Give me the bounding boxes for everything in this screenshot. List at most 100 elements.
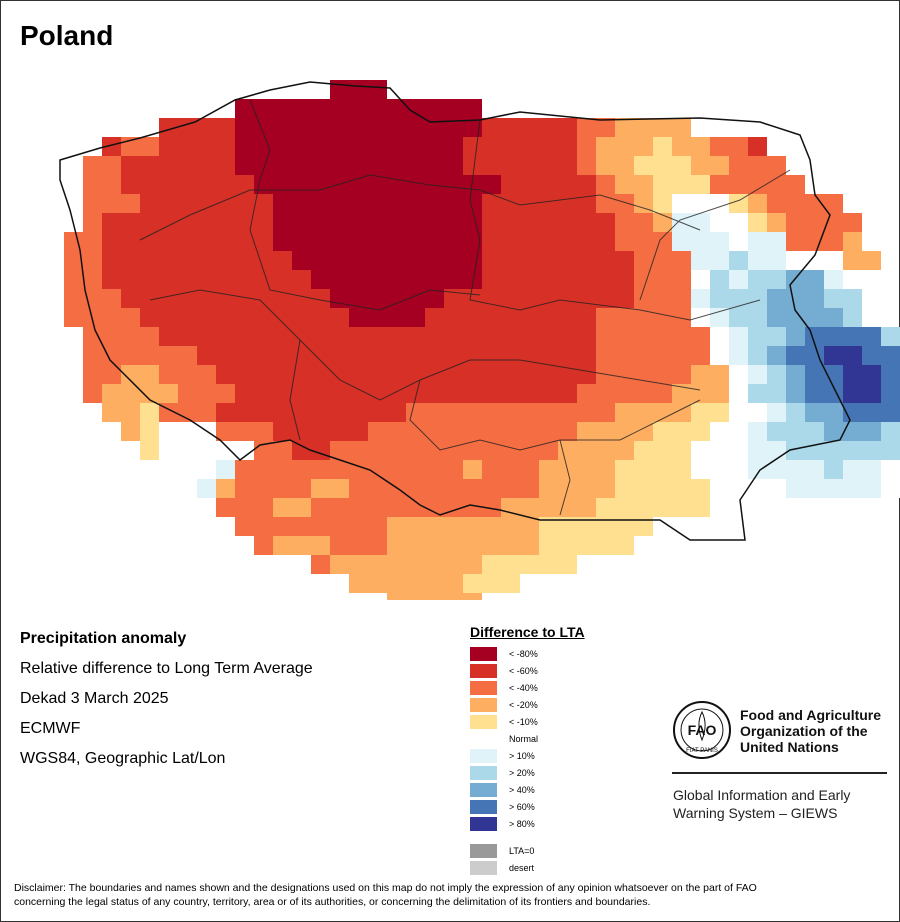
grid-cell bbox=[710, 384, 729, 403]
grid-cell bbox=[824, 289, 843, 308]
grid-cell bbox=[311, 270, 330, 289]
grid-cell bbox=[178, 251, 197, 270]
grid-cell bbox=[577, 270, 596, 289]
grid-cell bbox=[520, 346, 539, 365]
grid-cell bbox=[501, 251, 520, 270]
grid-cell bbox=[596, 308, 615, 327]
legend-swatch bbox=[470, 680, 497, 695]
grid-cell bbox=[368, 156, 387, 175]
grid-cell bbox=[273, 194, 292, 213]
grid-cell bbox=[672, 460, 691, 479]
grid-cell bbox=[292, 517, 311, 536]
grid-cell bbox=[444, 441, 463, 460]
grid-cell bbox=[577, 536, 596, 555]
grid-cell bbox=[767, 232, 786, 251]
grid-cell bbox=[425, 517, 444, 536]
grid-cell bbox=[615, 232, 634, 251]
grid-cell bbox=[729, 365, 748, 384]
grid-cell bbox=[577, 498, 596, 517]
grid-cell bbox=[729, 346, 748, 365]
grid-cell bbox=[425, 156, 444, 175]
grid-cell bbox=[805, 384, 824, 403]
grid-cell bbox=[406, 441, 425, 460]
grid-cell bbox=[596, 213, 615, 232]
grid-cell bbox=[330, 422, 349, 441]
grid-cell bbox=[786, 479, 805, 498]
grid-cell bbox=[349, 232, 368, 251]
grid-cell bbox=[254, 156, 273, 175]
grid-cell bbox=[387, 422, 406, 441]
grid-cell bbox=[501, 308, 520, 327]
grid-cell bbox=[273, 99, 292, 118]
grid-cell bbox=[634, 137, 653, 156]
grid-cell bbox=[729, 156, 748, 175]
grid-cell bbox=[463, 156, 482, 175]
legend-extra-items: LTA=0 desert bbox=[470, 842, 585, 876]
grid-cell bbox=[482, 422, 501, 441]
grid-cell bbox=[482, 232, 501, 251]
grid-cell bbox=[64, 251, 83, 270]
grid-cell bbox=[539, 175, 558, 194]
grid-cell bbox=[520, 498, 539, 517]
grid-cell bbox=[159, 422, 178, 441]
grid-cell bbox=[862, 498, 881, 517]
grid-cell bbox=[254, 384, 273, 403]
grid-cell bbox=[311, 99, 330, 118]
grid-cell bbox=[672, 479, 691, 498]
grid-cell bbox=[482, 536, 501, 555]
grid-cell bbox=[349, 175, 368, 194]
grid-cell bbox=[425, 403, 444, 422]
grid-cell bbox=[368, 194, 387, 213]
grid-cell bbox=[102, 327, 121, 346]
grid-cell bbox=[653, 441, 672, 460]
grid-cell bbox=[786, 308, 805, 327]
grid-cell bbox=[197, 232, 216, 251]
info-period: Dekad 3 March 2025 bbox=[20, 690, 169, 707]
grid-cell bbox=[273, 327, 292, 346]
grid-cell bbox=[349, 213, 368, 232]
grid-cell bbox=[824, 460, 843, 479]
grid-cell bbox=[159, 327, 178, 346]
grid-cell bbox=[463, 517, 482, 536]
grid-cell bbox=[425, 441, 444, 460]
grid-cell bbox=[729, 137, 748, 156]
grid-cell bbox=[463, 460, 482, 479]
grid-cell bbox=[862, 327, 881, 346]
grid-cell bbox=[254, 289, 273, 308]
grid-cell bbox=[292, 289, 311, 308]
grid-cell bbox=[843, 422, 862, 441]
grid-cell bbox=[216, 365, 235, 384]
grid-cell bbox=[406, 384, 425, 403]
grid-cell bbox=[691, 384, 710, 403]
grid-cell bbox=[501, 365, 520, 384]
legend-row: < -40% bbox=[470, 679, 585, 696]
grid-cell bbox=[330, 384, 349, 403]
grid-cell bbox=[615, 403, 634, 422]
grid-cell bbox=[558, 270, 577, 289]
grid-cell bbox=[121, 403, 140, 422]
grid-cell bbox=[634, 346, 653, 365]
grid-cell bbox=[140, 289, 159, 308]
grid-cell bbox=[558, 137, 577, 156]
grid-cell bbox=[254, 308, 273, 327]
grid-cell bbox=[881, 327, 900, 346]
grid-cell bbox=[235, 156, 254, 175]
grid-cell bbox=[615, 536, 634, 555]
grid-cell bbox=[121, 327, 140, 346]
grid-cell bbox=[349, 99, 368, 118]
grid-cell bbox=[520, 175, 539, 194]
grid-cell bbox=[387, 574, 406, 593]
grid-cell bbox=[596, 403, 615, 422]
grid-cell bbox=[862, 441, 881, 460]
grid-cell bbox=[140, 346, 159, 365]
grid-cell bbox=[824, 441, 843, 460]
grid-cell bbox=[463, 118, 482, 137]
grid-cell bbox=[729, 251, 748, 270]
grid-cell bbox=[539, 327, 558, 346]
grid-cell bbox=[786, 289, 805, 308]
grid-cell bbox=[216, 137, 235, 156]
grid-cell bbox=[862, 422, 881, 441]
grid-cell bbox=[349, 498, 368, 517]
grid-cell bbox=[558, 289, 577, 308]
grid-cell bbox=[710, 479, 729, 498]
